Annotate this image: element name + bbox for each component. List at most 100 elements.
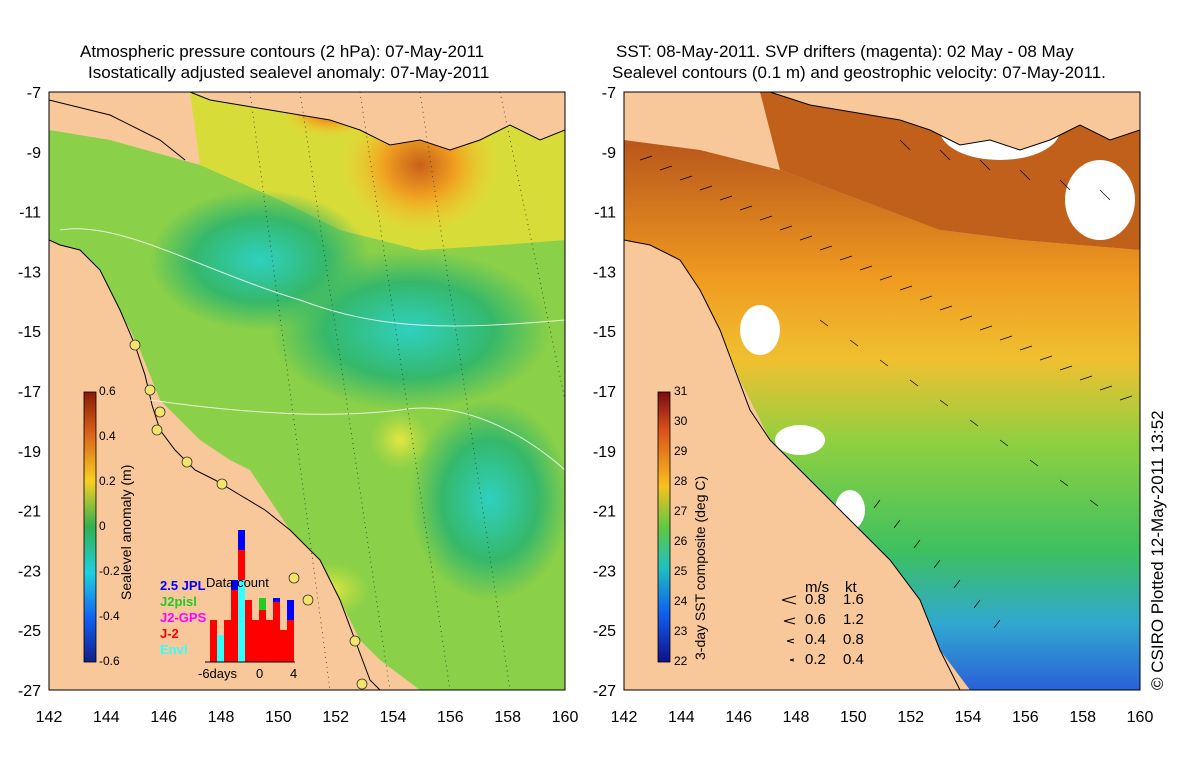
left-map [49,92,565,690]
axis-tick-labels: 142 144 146 148 150 152 154 156 158 160 -7 -9 -11 -13… [18,85,1154,726]
y-tick-label: -23 [18,563,41,580]
speed-legend-header-ms: m/s [805,579,830,596]
y-tick-label: -25 [593,623,616,640]
y-tick-label: -19 [593,444,616,461]
histogram-x-left: -6days [198,666,238,681]
y-tick-label: -11 [19,205,41,222]
histogram-x-mid: 0 [256,666,264,681]
colorbar-tick-label: 24 [674,594,688,608]
x-tick-label: 150 [840,709,867,726]
colorbar-tick-label: 0.6 [99,384,116,398]
y-tick-label: -17 [593,384,616,401]
new-guinea-coast [189,92,565,151]
colorbar-tick-label: 31 [674,384,688,398]
australia-coast-right [624,239,961,690]
pressure-contours [249,92,565,690]
x-tick-label: 150 [265,709,292,726]
speed-ms-value: 0.2 [805,651,826,668]
x-tick-label: 146 [150,709,177,726]
legend-entry: Envl [160,642,188,657]
x-tick-label: 154 [955,709,982,726]
torres-strait-coast [49,99,186,161]
x-tick-label: 148 [783,709,810,726]
x-tick-label: 156 [437,709,464,726]
x-tick-label: 144 [93,709,120,726]
data-count-legend: 2.5 JPL J2pisl J2-GPS J-2 Envl [160,578,206,658]
colorbar-tick-label: 26 [674,534,688,548]
y-tick-label: -7 [602,85,616,102]
x-tick-label: 160 [1127,709,1154,726]
colorbar-tick-label: 0.4 [99,429,116,443]
right-map [624,92,1140,690]
sla-colorbar [83,391,97,663]
left-map-frame [48,91,566,691]
y-tick-label: -21 [18,504,41,521]
speed-kt-value: 1.2 [843,611,864,628]
speed-kt-value: 0.8 [843,631,864,648]
legend-entry: 2.5 JPL [160,578,206,593]
colorbar-tick-label: 23 [674,624,688,638]
data-count-title: Data count [206,575,269,590]
sst-colorbar [657,391,671,663]
x-tick-label: 144 [668,709,695,726]
geostrophic-velocity-arrows [639,139,1133,629]
x-tick-label: 156 [1012,709,1039,726]
colorbar-tick-label: 25 [674,564,688,578]
speed-kt-value: 1.6 [843,591,864,608]
y-tick-label: -7 [27,85,41,102]
x-tick-label: 142 [611,709,638,726]
white-contours [59,228,565,471]
y-tick-label: -9 [27,145,41,162]
right-map-frame [623,91,1141,691]
y-tick-label: -13 [593,264,616,281]
left-title-line2: Isostatically adjusted sealevel anomaly:… [88,63,490,82]
sla-low-anomaly-south [410,400,565,600]
colorbar-tick-label: 30 [674,414,688,428]
y-tick-label: -15 [593,324,616,341]
right-title-line1: SST: 08-May-2011. SVP drifters (magenta)… [616,42,1074,61]
colorbar-tick-label: -0.2 [99,564,120,578]
y-tick-label: -27 [593,683,616,700]
x-tick-label: 158 [494,709,521,726]
colorbar-tick-label: 22 [674,654,688,668]
speed-ms-value: 0.4 [805,631,826,648]
speed-kt-value: 0.4 [843,651,864,668]
y-tick-label: -23 [593,563,616,580]
colorbar-tick-label: 0 [99,519,106,533]
speed-ms-value: 0.6 [805,611,826,628]
sla-low-anomaly-central [270,250,550,410]
y-tick-label: -21 [593,504,616,521]
histogram-x-right: 4 [290,666,298,681]
csiro-credit: © CSIRO Plotted 12-May-2011 13:52 [1148,410,1167,690]
y-tick-label: -9 [602,145,616,162]
x-tick-label: 154 [380,709,407,726]
speed-legend-arrows [781,595,797,662]
y-tick-label: -25 [18,623,41,640]
legend-entry: J2-GPS [160,610,207,625]
colorbar-tick-label: 28 [674,474,688,488]
sst-colorbar-label: 3-day SST composite (deg C) [692,475,708,660]
y-tick-label: -17 [18,384,41,401]
colorbar-tick-label: 27 [674,504,688,518]
legend-entry: J2pisl [160,594,197,609]
speed-legend-header-kt: kt [845,579,857,596]
y-tick-label: -27 [18,683,41,700]
x-tick-label: 146 [725,709,752,726]
new-guinea-coast-right [769,92,1140,151]
colorbar-tick-label: 0.2 [99,474,116,488]
y-tick-label: -19 [18,444,41,461]
x-tick-label: 152 [897,709,924,726]
x-tick-label: 148 [208,709,235,726]
y-tick-label: -11 [594,205,616,222]
y-tick-label: -15 [18,324,41,341]
x-tick-label: 142 [36,709,63,726]
y-tick-label: -13 [18,264,41,281]
x-tick-label: 152 [322,709,349,726]
colorbar-tick-label: -0.6 [99,654,120,668]
colorbar-tick-label: -0.4 [99,609,120,623]
sla-bump [370,410,430,470]
right-title-line2: Sealevel contours (0.1 m) and geostrophi… [612,63,1106,82]
data-count-histogram [205,530,295,663]
legend-entry: J-2 [160,626,179,641]
